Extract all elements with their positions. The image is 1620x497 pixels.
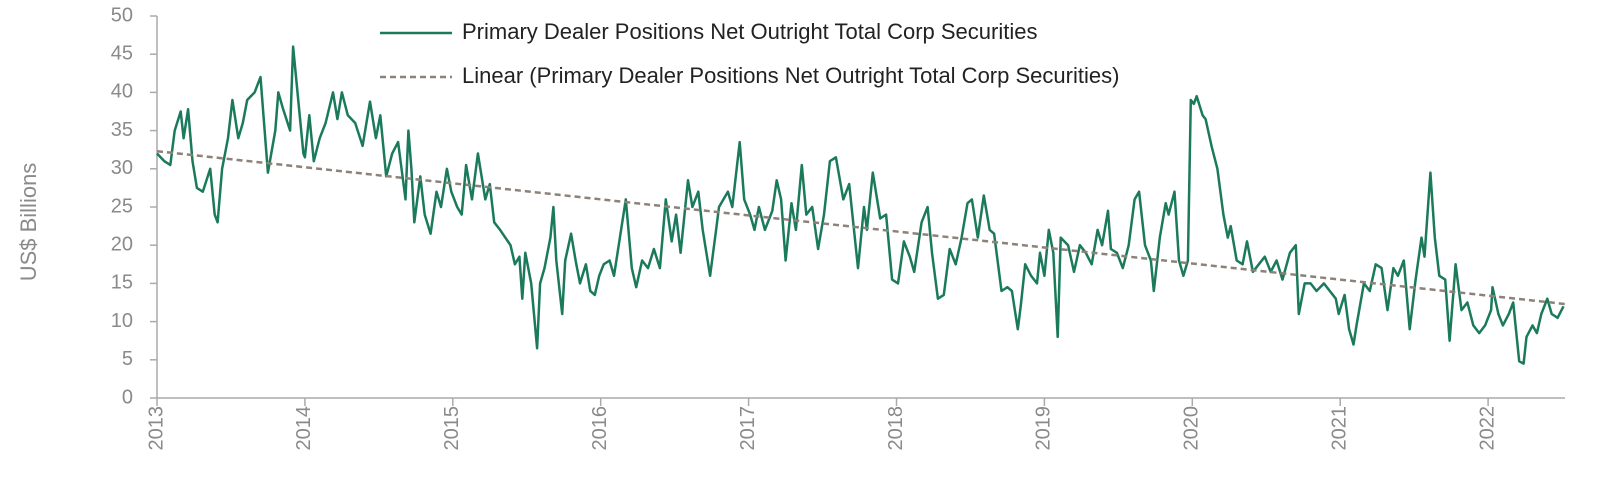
y-tick-label: 50 — [111, 4, 133, 26]
y-tick-label: 20 — [111, 233, 133, 255]
y-tick-label: 30 — [111, 157, 133, 179]
y-tick-label: 25 — [111, 195, 133, 217]
y-tick-label: 15 — [111, 272, 133, 294]
y-tick-label: 10 — [111, 310, 133, 332]
x-tick-label: 2018 — [885, 406, 907, 451]
y-tick-label: 5 — [122, 348, 133, 370]
x-tick-label: 2019 — [1033, 406, 1055, 451]
x-tick-label: 2022 — [1476, 406, 1498, 451]
trend-line — [156, 149, 1566, 306]
y-tick-label: 40 — [111, 81, 133, 103]
y-tick-label: 0 — [122, 386, 133, 408]
x-tick-label: 2013 — [145, 406, 167, 451]
x-tick-label: 2017 — [737, 406, 759, 451]
x-tick-label: 2016 — [589, 406, 611, 451]
y-tick-label: 35 — [111, 119, 133, 141]
data-line — [156, 45, 1565, 365]
x-tick-label: 2014 — [293, 406, 315, 451]
y-axis-label: US$ Billions — [16, 163, 41, 282]
legend-label: Linear (Primary Dealer Positions Net Out… — [462, 63, 1119, 88]
y-tick-label: 45 — [111, 42, 133, 64]
x-tick-label: 2015 — [441, 406, 463, 451]
legend-label: Primary Dealer Positions Net Outright To… — [462, 19, 1037, 44]
x-tick-label: 2021 — [1328, 406, 1350, 451]
x-tick-label: 2020 — [1181, 406, 1203, 451]
